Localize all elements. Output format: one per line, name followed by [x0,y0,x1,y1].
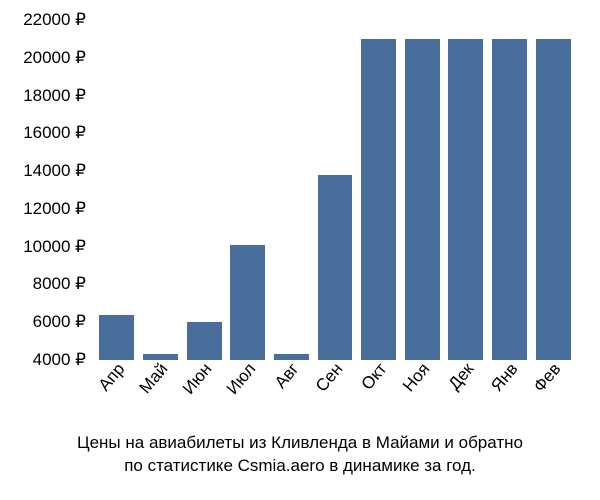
bar-slot [139,20,183,360]
x-tick-slot: Апр [95,362,139,422]
bar [536,39,571,360]
x-tick-label: Апр [94,359,129,395]
y-tick-label: 12000 ₽ [23,199,86,219]
x-tick-slot: Май [139,362,183,422]
bar-slot [182,20,226,360]
x-tick-slot: Сен [313,362,357,422]
x-tick-slot: Янв [488,362,532,422]
x-tick-label: Июн [179,359,216,398]
caption-line-2: по статистике Csmia.aero в динамике за г… [0,455,600,478]
x-tick-slot: Фев [531,362,575,422]
bar-slot [400,20,444,360]
bar-slot [488,20,532,360]
bar-slot [531,20,575,360]
bar [143,354,178,360]
x-tick-slot: Ноя [400,362,444,422]
x-tick-label: Сен [312,359,347,396]
bar [448,39,483,360]
bar-slot [226,20,270,360]
y-tick-label: 22000 ₽ [23,10,86,30]
chart-caption: Цены на авиабилеты из Кливленда в Майами… [0,432,600,478]
y-tick-label: 6000 ₽ [33,312,86,332]
x-tick-label: Дек [445,359,479,394]
y-tick-label: 18000 ₽ [23,86,86,106]
y-tick-label: 4000 ₽ [33,350,86,370]
bar [361,39,396,360]
x-tick-label: Янв [487,359,522,395]
bar-slot [313,20,357,360]
bars-container [95,20,575,360]
x-tick-label: Окт [357,359,391,394]
caption-line-1: Цены на авиабилеты из Кливленда в Майами… [0,432,600,455]
y-tick-label: 14000 ₽ [23,161,86,181]
bar [405,39,440,360]
bar [318,175,353,360]
x-tick-slot: Июн [182,362,226,422]
x-tick-label: Май [136,359,173,397]
x-tick-slot: Окт [357,362,401,422]
price-chart: 4000 ₽ 6000 ₽ 8000 ₽ 10000 ₽ 12000 ₽ 14000 ₽ 1… [0,0,600,500]
x-tick-label: Авг [271,359,303,392]
x-tick-slot: Дек [444,362,488,422]
y-tick-label: 16000 ₽ [23,123,86,143]
bar [492,39,527,360]
bar-slot [270,20,314,360]
y-tick-label: 20000 ₽ [23,48,86,68]
bar-slot [95,20,139,360]
bar [187,322,222,360]
plot-area [95,20,575,360]
x-tick-label: Ноя [399,359,434,396]
bar [230,245,265,360]
bar-slot [444,20,488,360]
bar [99,315,134,360]
x-axis: АпрМайИюнИюлАвгСенОктНояДекЯнвФев [95,362,575,422]
y-axis: 4000 ₽6000 ₽8000 ₽10000 ₽12000 ₽14000 ₽1… [0,20,90,360]
bar-slot [357,20,401,360]
y-tick-label: 10000 ₽ [23,237,86,257]
bar [274,354,309,360]
x-tick-label: Фев [530,359,566,396]
x-tick-slot: Июл [226,362,270,422]
x-tick-label: Июл [222,359,260,398]
y-tick-label: 8000 ₽ [33,274,86,294]
x-tick-slot: Авг [270,362,314,422]
